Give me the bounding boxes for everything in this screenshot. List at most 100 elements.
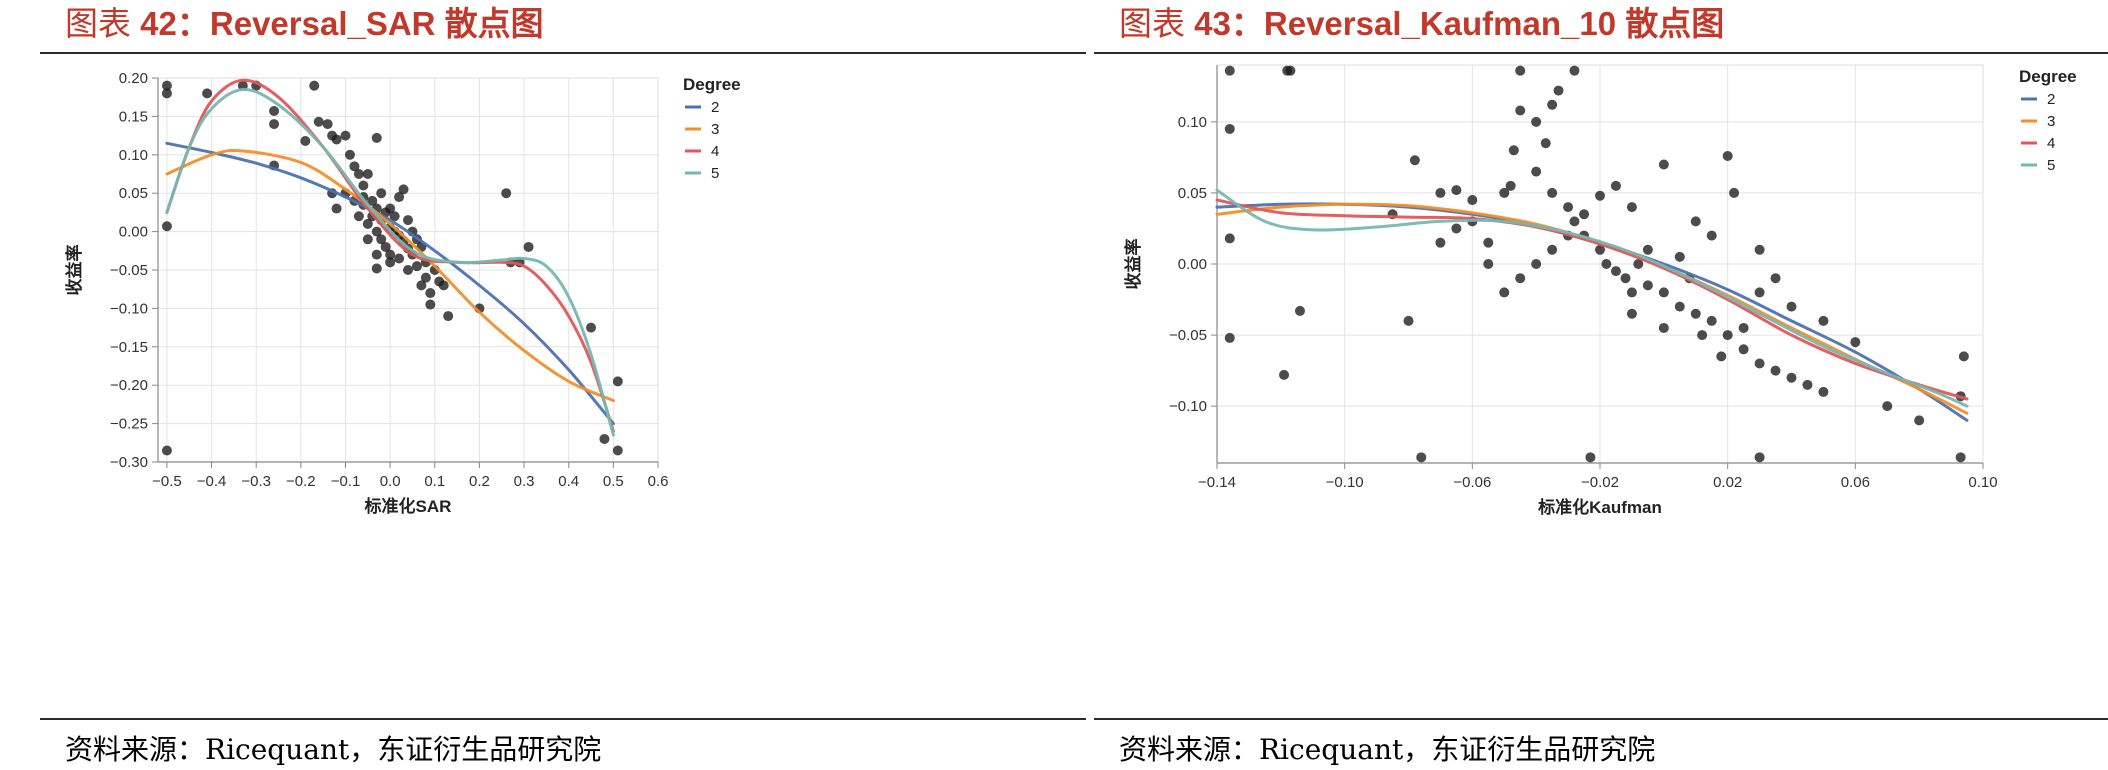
- figure-42-title-text: 42：Reversal_SAR 散点图: [140, 5, 544, 42]
- data-point: [331, 134, 342, 145]
- legend-label-3: 3: [711, 121, 719, 138]
- x-tick-label: −0.10: [1326, 474, 1364, 491]
- y-tick-label: 0.20: [119, 70, 148, 87]
- data-point: [1754, 287, 1765, 298]
- data-point: [501, 188, 512, 199]
- data-point: [403, 215, 413, 226]
- top-divider: [40, 52, 1086, 54]
- scatter-points: [161, 80, 623, 456]
- legend: Degree 2 3 4 5: [683, 75, 741, 182]
- data-point: [161, 445, 172, 456]
- data-point: [1224, 332, 1235, 343]
- data-point: [1531, 166, 1542, 177]
- y-tick-label: 0.15: [119, 108, 148, 125]
- data-point: [202, 88, 213, 99]
- y-tick-label: 0.00: [1178, 256, 1207, 273]
- fit-line-degree-2: [1215, 202, 1969, 422]
- data-point: [1563, 202, 1574, 213]
- data-point: [362, 218, 373, 229]
- data-point: [1690, 308, 1701, 319]
- data-point: [1754, 244, 1765, 255]
- data-point: [340, 130, 351, 141]
- figure-42-source: 资料来源：Ricequant，东证衍生品研究院: [65, 733, 602, 766]
- data-point: [1601, 259, 1612, 269]
- y-axis-label: 收益率: [64, 245, 84, 296]
- x-tick-label: 0.5: [603, 473, 624, 490]
- data-point: [353, 169, 364, 179]
- legend-label-4: 4: [711, 143, 719, 160]
- y-tick-label: −0.05: [110, 262, 148, 279]
- data-point: [1531, 116, 1542, 127]
- x-tick-label: −0.1: [331, 473, 361, 490]
- y-tick-label: −0.15: [110, 339, 148, 356]
- data-point: [1540, 138, 1551, 149]
- x-tick-label: −0.5: [152, 473, 182, 490]
- data-point: [1595, 244, 1605, 255]
- data-point: [367, 195, 378, 206]
- data-point: [1690, 216, 1701, 227]
- data-point: [371, 249, 382, 260]
- fit-line-degree-5: [165, 87, 615, 437]
- y-tick-label: −0.25: [110, 416, 148, 433]
- data-point: [420, 272, 431, 283]
- data-point: [1770, 273, 1781, 284]
- legend-title: Degree: [2019, 67, 2077, 86]
- data-point: [1569, 65, 1580, 76]
- data-point: [313, 116, 324, 127]
- x-tick-label: −0.06: [1453, 474, 1491, 491]
- data-point: [1706, 230, 1717, 241]
- data-point: [1658, 287, 1669, 298]
- data-point: [385, 257, 396, 268]
- data-point: [1882, 401, 1893, 412]
- data-point: [1515, 105, 1526, 116]
- data-point: [1547, 187, 1558, 198]
- figure-43-source: 资料来源：Ricequant，东证衍生品研究院: [1119, 733, 1656, 766]
- data-point: [389, 211, 400, 222]
- legend-label-3: 3: [2047, 113, 2055, 130]
- data-point: [1626, 287, 1637, 298]
- data-point: [1786, 301, 1797, 312]
- figure-43-title: 图表 43：Reversal_Kaufman_10 散点图: [1119, 0, 1724, 48]
- data-point: [586, 322, 597, 333]
- data-point: [1585, 452, 1596, 463]
- fit-line-degree-3: [165, 149, 615, 403]
- scatter-chart-kaufman: −0.14 −0.10 −0.06 −0.02 0.02 0.06 0.10 −0.10 −0.…: [1123, 64, 2077, 517]
- data-point: [1531, 259, 1542, 269]
- x-tick-label: 0.3: [514, 473, 535, 490]
- y-tick-label: −0.10: [110, 300, 148, 317]
- data-point: [1754, 358, 1765, 369]
- data-point: [599, 433, 610, 444]
- fit-line-degree-3: [1215, 202, 1969, 415]
- y-tick-label: 0.10: [1178, 114, 1207, 131]
- x-tick-label: 0.6: [648, 473, 669, 490]
- x-tick-label: 0.06: [1841, 474, 1870, 491]
- data-point: [358, 180, 369, 191]
- fit-line-degree-4: [1215, 198, 1969, 401]
- fit-line-degree-5: [1215, 188, 1969, 408]
- x-axis-label: 标准化SAR: [365, 496, 452, 516]
- x-tick-label: −0.3: [241, 473, 271, 490]
- data-point: [403, 265, 413, 275]
- x-tick-label: −0.02: [1581, 474, 1619, 491]
- data-point: [1279, 369, 1290, 380]
- top-divider: [1094, 52, 2108, 54]
- data-point: [161, 80, 172, 91]
- fit-line-degree-2: [165, 141, 615, 426]
- data-point: [1610, 180, 1621, 191]
- data-point: [371, 226, 382, 237]
- data-point: [1674, 251, 1685, 262]
- data-point: [269, 119, 280, 130]
- data-point: [1722, 150, 1733, 161]
- data-point: [425, 299, 436, 310]
- data-point: [1483, 237, 1494, 248]
- legend: Degree 2 3 4 5: [2019, 67, 2077, 174]
- data-point: [434, 276, 445, 287]
- data-point: [1403, 315, 1414, 326]
- data-point: [1802, 379, 1813, 390]
- x-tick-label: 0.2: [469, 473, 490, 490]
- data-point: [425, 288, 436, 299]
- x-tick-label: 0.4: [558, 473, 579, 490]
- data-point: [1224, 65, 1235, 76]
- data-point: [1451, 185, 1462, 196]
- data-point: [1515, 65, 1526, 76]
